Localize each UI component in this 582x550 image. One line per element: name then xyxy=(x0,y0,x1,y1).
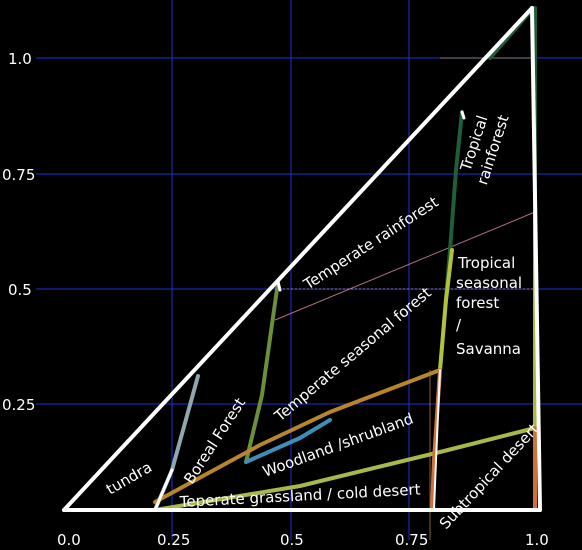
white-boundary-temperate xyxy=(276,280,282,292)
x-tick-labels: 0.0 0.25 0.5 0.75 1.0 xyxy=(57,531,549,549)
temperate-seasonal-boundary xyxy=(244,418,332,464)
helper-line-1 xyxy=(274,211,536,321)
y-tick-0: 0.25 xyxy=(2,396,35,414)
label-tropical-seasonal-line2: seasonal xyxy=(456,274,522,292)
label-tropical-seasonal: Tropical seasonal forest / Savanna xyxy=(456,254,522,358)
white-boundary-tropical xyxy=(433,369,441,511)
woodland-boundary xyxy=(153,368,442,504)
label-temperate-rainforest: Temperate rainforest xyxy=(300,193,442,294)
y-tick-1: 0.5 xyxy=(8,281,32,299)
white-boundary-top xyxy=(460,110,466,120)
label-tropical-seasonal-line5: Savanna xyxy=(456,340,521,358)
triangle-outline xyxy=(62,6,542,512)
x-tick-4: 1.0 xyxy=(525,531,549,549)
temperate-boundary xyxy=(244,280,280,464)
label-tropical-seasonal-line1: Tropical xyxy=(457,254,515,272)
y-tick-labels: 0.25 0.5 0.75 1.0 xyxy=(2,50,35,414)
white-boundary-boreal xyxy=(153,468,174,512)
triangle-hypotenuse xyxy=(62,6,534,512)
y-tick-2: 0.75 xyxy=(2,166,35,184)
grassland-boundary xyxy=(153,426,537,512)
label-tropical-seasonal-line3: forest xyxy=(456,294,499,312)
x-tick-0: 0.0 xyxy=(57,531,81,549)
biome-labels: tundra Boreal Forest Temperate rainfores… xyxy=(103,113,543,533)
label-tundra: tundra xyxy=(103,458,155,498)
triangle-right-side xyxy=(530,6,542,512)
x-tick-3: 0.75 xyxy=(395,531,428,549)
y-tick-3: 1.0 xyxy=(8,50,32,68)
x-tick-2: 0.5 xyxy=(280,531,304,549)
label-tropical-seasonal-line4: / xyxy=(456,316,462,334)
tropical-seasonal-boundary xyxy=(438,248,454,372)
x-tick-1: 0.25 xyxy=(157,531,190,549)
label-subtropical-desert: Subtropical desert xyxy=(436,420,543,533)
